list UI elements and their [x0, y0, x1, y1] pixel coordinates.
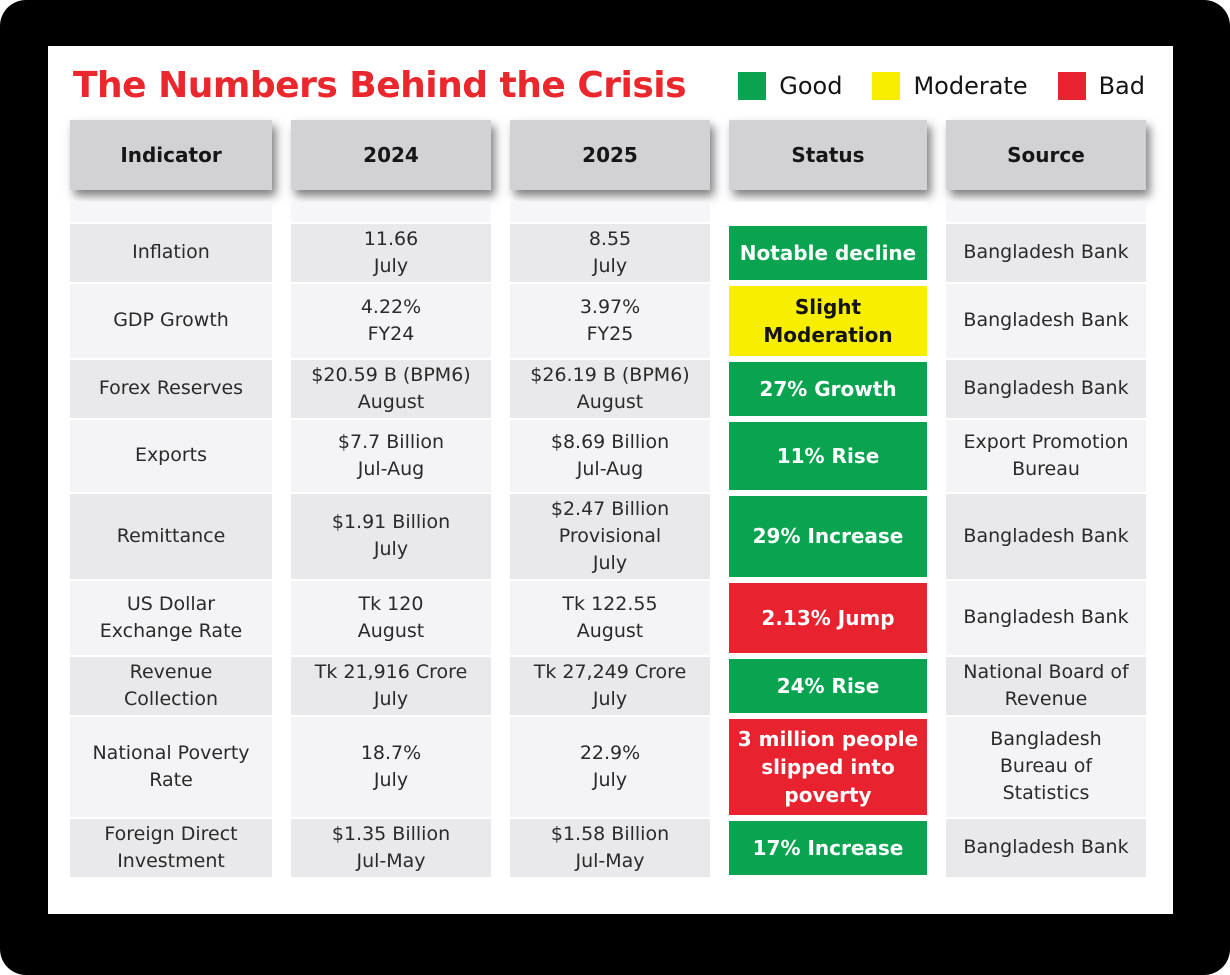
status-chip-bad: 2.13% Jump — [729, 582, 927, 653]
legend-label: Good — [779, 71, 843, 100]
cell-source: Bangladesh Bureau of Statistics — [946, 716, 1146, 817]
cell-2024: Tk 21,916 Crore July — [291, 656, 491, 715]
page-title: The Numbers Behind the Crisis — [73, 65, 687, 106]
status-chip-good: Notable decline — [729, 225, 927, 280]
column-header-source: Source — [946, 119, 1146, 190]
legend: Good Moderate Bad — [738, 71, 1145, 100]
status-cell: Slight Moderation — [729, 283, 927, 358]
status-cell: 11% Rise — [729, 419, 927, 492]
column-header-indicator: Indicator — [70, 119, 272, 190]
bad-color-swatch-icon — [1057, 71, 1086, 100]
cell-source: Bangladesh Bank — [946, 493, 1146, 579]
status-chip-moderate: Slight Moderation — [729, 285, 927, 356]
cell-indicator: Foreign Direct Investment — [70, 818, 272, 877]
column-top-spacer — [70, 201, 272, 222]
cell-2024: $1.91 Billion July — [291, 493, 491, 579]
legend-item-moderate: Moderate — [872, 71, 1028, 100]
status-cell: 29% Increase — [729, 493, 927, 579]
column-top-spacer — [946, 201, 1146, 222]
status-chip-good: 29% Increase — [729, 495, 927, 577]
cell-2024: Tk 120 August — [291, 580, 491, 655]
cell-indicator: Inflation — [70, 223, 272, 282]
column-top-spacer — [510, 201, 710, 222]
cell-indicator: National Poverty Rate — [70, 716, 272, 817]
cell-source: Bangladesh Bank — [946, 818, 1146, 877]
cell-2025: $8.69 Billion Jul-Aug — [510, 419, 710, 492]
cell-indicator: Revenue Collection — [70, 656, 272, 715]
cell-2025: 22.9% July — [510, 716, 710, 817]
table-body: Inflation 11.66 July 8.55 July Notable decl… — [70, 201, 1151, 877]
cell-2025: 3.97% FY25 — [510, 283, 710, 358]
status-cell: 2.13% Jump — [729, 580, 927, 655]
cell-indicator: GDP Growth — [70, 283, 272, 358]
infographic-card: The Numbers Behind the Crisis Good Modera… — [48, 46, 1173, 914]
column-header-2025: 2025 — [510, 119, 710, 190]
column-header-status: Status — [729, 119, 927, 190]
header-bar: The Numbers Behind the Crisis Good Modera… — [48, 46, 1173, 106]
good-color-swatch-icon — [738, 71, 767, 100]
status-cell: 3 million people slipped into poverty — [729, 716, 927, 817]
cell-source: National Board of Revenue — [946, 656, 1146, 715]
status-cell: 17% Increase — [729, 818, 927, 877]
status-chip-good: 24% Rise — [729, 658, 927, 713]
cell-2025: Tk 27,249 Crore July — [510, 656, 710, 715]
status-chip-good: 27% Growth — [729, 361, 927, 416]
legend-label: Bad — [1098, 71, 1145, 100]
status-cell: Notable decline — [729, 223, 927, 282]
cell-source: Bangladesh Bank — [946, 359, 1146, 418]
status-chip-bad: 3 million people slipped into poverty — [729, 718, 927, 815]
cell-indicator: Forex Reserves — [70, 359, 272, 418]
status-chip-good: 11% Rise — [729, 421, 927, 490]
cell-2024: 18.7% July — [291, 716, 491, 817]
cell-2024: $7.7 Billion Jul-Aug — [291, 419, 491, 492]
cell-indicator: Exports — [70, 419, 272, 492]
column-top-spacer — [291, 201, 491, 222]
cell-source: Bangladesh Bank — [946, 580, 1146, 655]
status-cell: 27% Growth — [729, 359, 927, 418]
table-header-row: Indicator 2024 2025 Status Source — [70, 119, 1151, 190]
cell-2024: 11.66 July — [291, 223, 491, 282]
cell-source: Export Promotion Bureau — [946, 419, 1146, 492]
cell-2025: $2.47 Billion Provisional July — [510, 493, 710, 579]
cell-2024: $1.35 Billion Jul-May — [291, 818, 491, 877]
moderate-color-swatch-icon — [872, 71, 901, 100]
cell-source: Bangladesh Bank — [946, 223, 1146, 282]
cell-indicator: Remittance — [70, 493, 272, 579]
cell-2024: 4.22% FY24 — [291, 283, 491, 358]
status-chip-good: 17% Increase — [729, 820, 927, 875]
status-cell: 24% Rise — [729, 656, 927, 715]
legend-label: Moderate — [913, 71, 1028, 100]
cell-2024: $20.59 B (BPM6) August — [291, 359, 491, 418]
cell-source: Bangladesh Bank — [946, 283, 1146, 358]
column-header-2024: 2024 — [291, 119, 491, 190]
cell-indicator: US Dollar Exchange Rate — [70, 580, 272, 655]
column-top-spacer — [729, 201, 927, 222]
legend-item-bad: Bad — [1057, 71, 1145, 100]
cell-2025: Tk 122.55 August — [510, 580, 710, 655]
cell-2025: $26.19 B (BPM6) August — [510, 359, 710, 418]
cell-2025: 8.55 July — [510, 223, 710, 282]
legend-item-good: Good — [738, 71, 843, 100]
cell-2025: $1.58 Billion Jul-May — [510, 818, 710, 877]
